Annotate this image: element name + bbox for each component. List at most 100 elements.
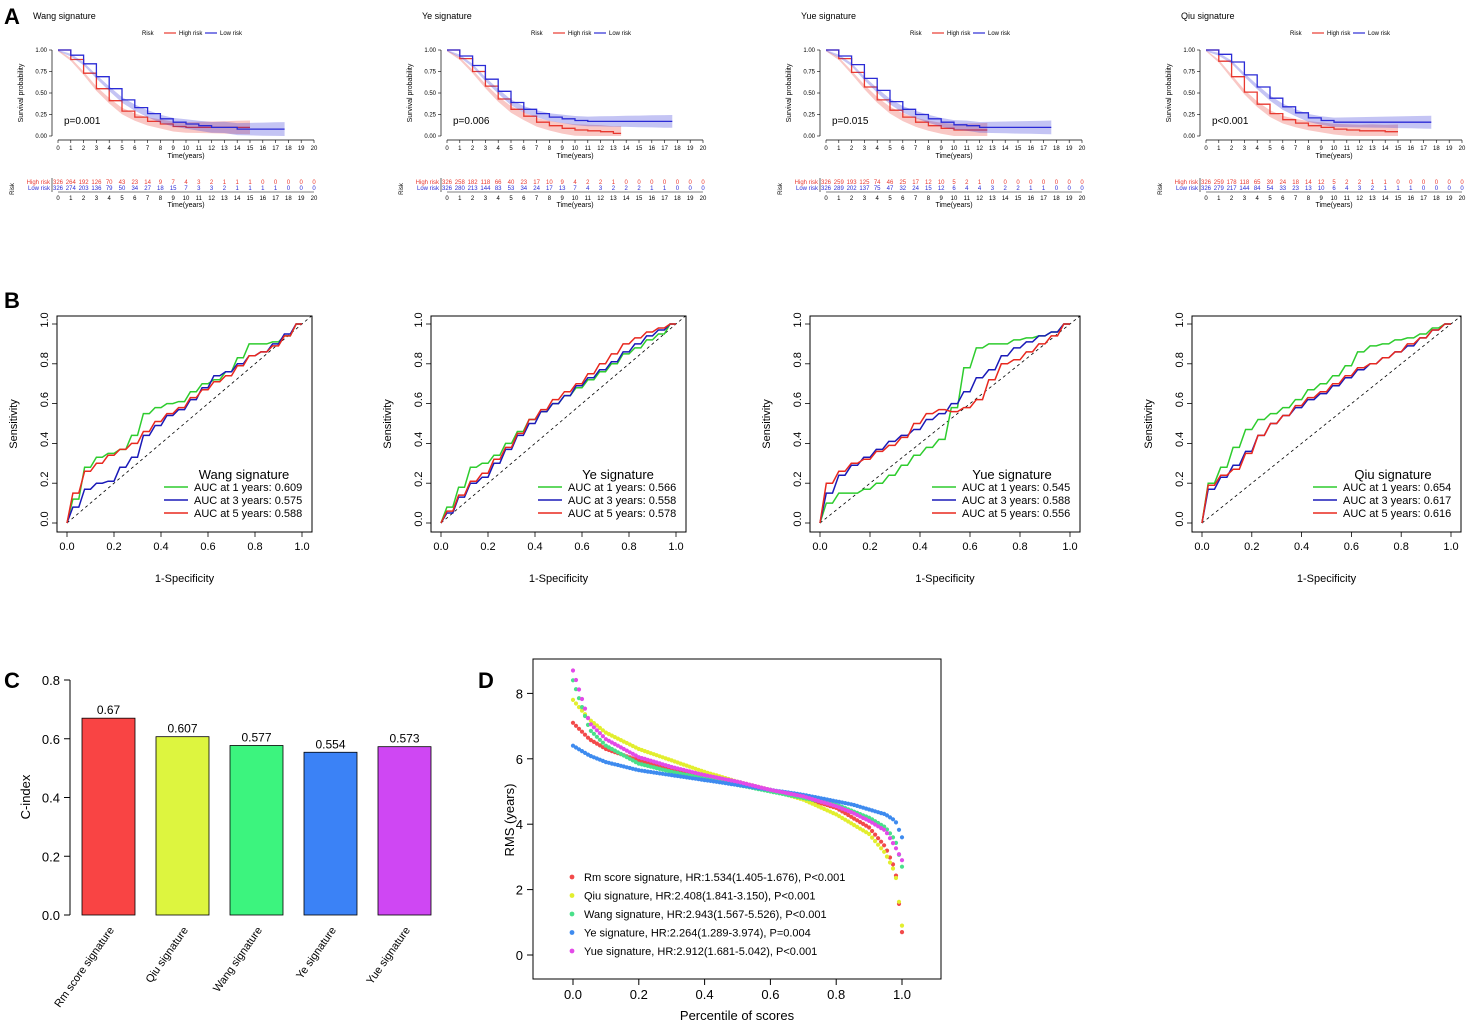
cindex-bar-value-label: 0.554: [315, 737, 345, 751]
risk-table-x-tick-label: 11: [585, 196, 592, 202]
km-title: Ye signature: [422, 11, 472, 21]
roc-x-tick-label: 0.4: [912, 541, 927, 553]
km-x-tick-label: 12: [597, 146, 604, 152]
km-x-tick-label: 0: [56, 146, 60, 152]
km-x-tick-label: 2: [82, 146, 86, 152]
roc-legend-label: AUC at 3 years: 0.617: [1343, 495, 1451, 507]
risk-table-count: 144: [480, 186, 491, 192]
roc-plot-frame: [56, 315, 313, 533]
km-x-tick-label: 2: [471, 146, 475, 152]
rms-point: [887, 860, 893, 865]
km-y-axis-label: Survival probability: [407, 63, 414, 122]
rms-point: [576, 726, 582, 731]
roc-legend-label: AUC at 3 years: 0.558: [568, 495, 676, 507]
rms-point: [873, 839, 878, 844]
risk-table-count: 34: [520, 186, 527, 192]
risk-table-count: 0: [701, 180, 705, 186]
risk-table-x-tick-label: 8: [159, 196, 163, 202]
rms-legend-label: Rm score signature, HR:1.534(1.405-1.676…: [584, 872, 845, 884]
roc-x-tick-label: 0.6: [1344, 541, 1359, 553]
risk-table-x-tick-label: 11: [1344, 196, 1351, 202]
risk-table-count: 14: [1305, 180, 1312, 186]
risk-table-x-tick-label: 1: [837, 196, 841, 202]
roc-curve-5y: [1201, 323, 1451, 524]
km-y-axis-label: Survival probability: [18, 63, 25, 122]
roc-curve-5y: [440, 323, 676, 524]
rms-point: [896, 899, 902, 904]
km-y-tick-label: 0.75: [424, 70, 436, 76]
rms-point: [890, 817, 896, 822]
risk-table-count: 14: [144, 180, 151, 186]
roc-chart-qiu-signature: 0.0 0.0 0.2 0.2 0.4 0.4 0.6 0.6 0.8 0.8 1.0 1.0 1-Sp…: [1143, 312, 1462, 585]
rms-point: [594, 728, 600, 733]
roc-x-tick-label: 0.4: [1294, 541, 1309, 553]
roc-x-tick-label: 0.6: [200, 541, 215, 553]
risk-table-count: 0: [689, 180, 693, 186]
risk-table-x-tick-label: 5: [509, 196, 513, 202]
risk-table-x-tick-label: 3: [95, 196, 99, 202]
risk-table-row-label: High risk: [27, 180, 51, 186]
km-y-tick-label: 0.50: [35, 91, 47, 97]
km-x-tick-label: 6: [901, 146, 905, 152]
roc-y-tick-label: 0.6: [39, 392, 51, 407]
risk-table-count: 1: [663, 186, 667, 192]
km-ci-band-high-risk: [447, 50, 622, 136]
risk-table-count: 0: [1042, 180, 1046, 186]
risk-table-count: 2: [1016, 186, 1020, 192]
km-x-tick-label: 18: [1053, 146, 1060, 152]
km-x-tick-label: 5: [1268, 146, 1272, 152]
km-x-tick-label: 9: [172, 146, 176, 152]
risk-table-x-tick-label: 12: [597, 196, 604, 202]
risk-table-count: 50: [119, 186, 126, 192]
risk-table-count: 178: [1227, 180, 1238, 186]
cindex-category-label: Rm score signature: [52, 925, 117, 1010]
roc-y-tick-label: 0.2: [1174, 472, 1186, 487]
roc-legend-label: AUC at 1 years: 0.654: [1343, 482, 1451, 494]
km-x-tick-label: 15: [636, 146, 643, 152]
risk-table-row-label: Low risk: [417, 186, 440, 192]
rms-point: [591, 731, 597, 736]
km-x-tick-label: 15: [247, 146, 254, 152]
km-x-axis-label: Time(years): [935, 153, 972, 160]
risk-table-count: 2: [1345, 180, 1349, 186]
risk-table-count: 2: [612, 186, 616, 192]
km-x-tick-label: 14: [1002, 146, 1009, 152]
km-y-tick-label: 0.50: [803, 91, 815, 97]
risk-table-x-tick-label: 19: [1446, 196, 1453, 202]
km-legend-low-label: Low risk: [1368, 31, 1391, 37]
rms-point: [582, 706, 588, 711]
rms-point: [570, 668, 576, 673]
km-x-tick-label: 6: [1281, 146, 1285, 152]
risk-table-count: 1: [1384, 180, 1388, 186]
km-y-tick-label: 0.75: [35, 70, 47, 76]
risk-table-x-tick-label: 9: [172, 196, 176, 202]
rms-point: [597, 737, 603, 742]
km-x-tick-label: 20: [700, 146, 707, 152]
risk-table-x-tick-label: 1: [1217, 196, 1221, 202]
risk-table-count: 3: [599, 186, 603, 192]
rms-point: [899, 858, 905, 863]
km-y-axis-label: Survival probability: [786, 63, 793, 122]
km-legend-high-label: High risk: [179, 31, 203, 37]
rms-point: [591, 725, 597, 730]
risk-table-count: 136: [91, 186, 102, 192]
km-curve-low-risk: [826, 49, 1052, 129]
risk-table-x-tick-label: 2: [471, 196, 475, 202]
rms-x-tick-label: 0.6: [761, 987, 779, 1002]
risk-table-count: 326: [53, 186, 64, 192]
risk-table-x-tick-label: 10: [572, 196, 579, 202]
risk-table-x-axis-label: Time(years): [167, 202, 204, 209]
rms-point: [867, 831, 872, 837]
risk-table-count: 5: [952, 180, 956, 186]
roc-x-tick-label: 0.2: [1244, 541, 1259, 553]
km-x-tick-label: 7: [914, 146, 918, 152]
roc-x-tick-label: 0.2: [862, 541, 877, 553]
rms-point: [896, 852, 902, 857]
rms-legend-marker: [569, 893, 575, 898]
roc-y-tick-label: 0.6: [413, 392, 425, 407]
km-x-tick-label: 19: [1446, 146, 1453, 152]
roc-y-tick-label: 0.2: [413, 472, 425, 487]
roc-y-tick-label: 0.0: [1174, 511, 1186, 526]
